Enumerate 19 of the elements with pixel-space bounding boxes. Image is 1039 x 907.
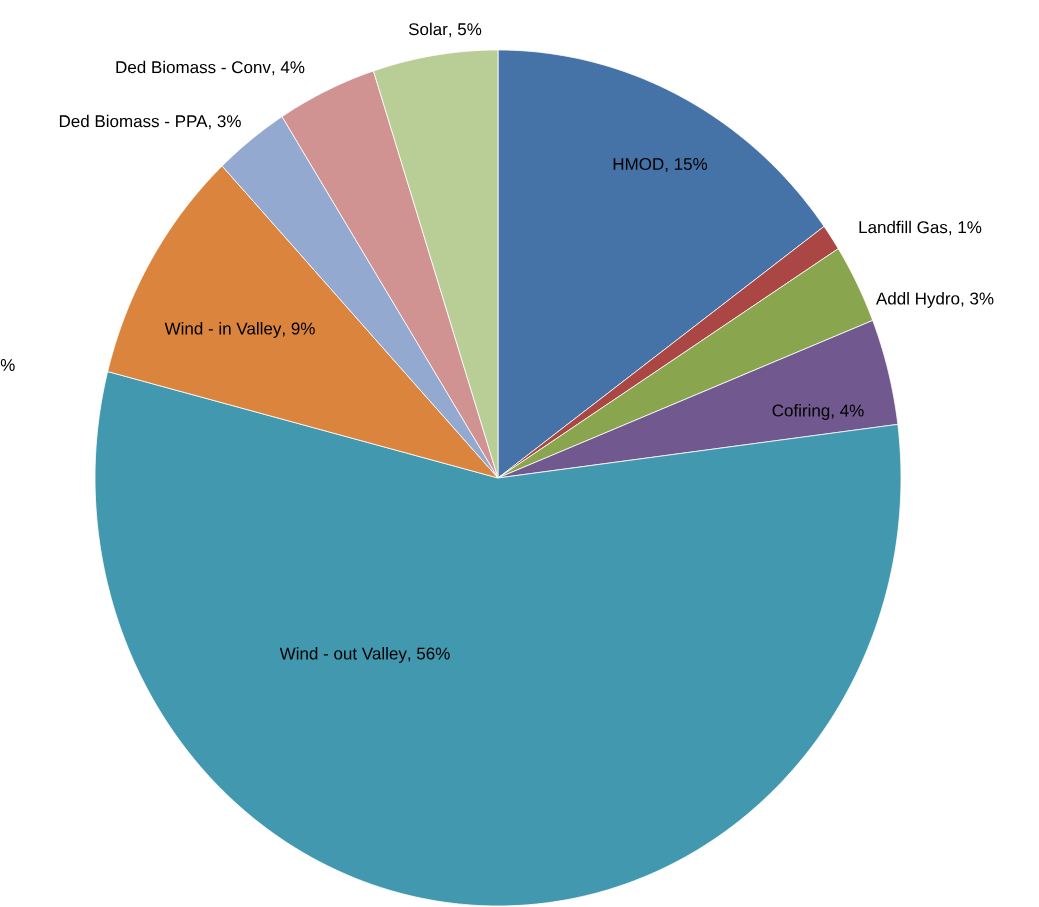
text: %	[0, 359, 15, 371]
slice-label: Wind - in Valley	[164, 322, 282, 338]
slice-label: Addl Hydro	[875, 292, 960, 308]
slice-label: Landfill Gas	[859, 220, 948, 234]
data-label: , 9%	[282, 322, 315, 337]
slice-label: Ded Biomass - Conv	[116, 60, 271, 74]
data-label: , 15%	[665, 158, 708, 173]
data-label: , 4%	[272, 61, 305, 76]
data-label: , 4%	[831, 404, 864, 419]
data-label: , 3%	[209, 115, 241, 130]
data-label: , 1%	[949, 221, 982, 236]
data-label: , 56%	[408, 647, 450, 662]
slice-label: Cofiring	[772, 404, 830, 420]
slice-label: Solar	[408, 22, 448, 36]
data-label: , 3%	[961, 292, 994, 307]
slice-label: Ded Biomass - PPA	[59, 114, 208, 128]
data-label: , 5%	[449, 23, 482, 38]
slice-label: Wind - out Valley	[279, 647, 407, 663]
slice-label: HMOD	[613, 157, 664, 171]
